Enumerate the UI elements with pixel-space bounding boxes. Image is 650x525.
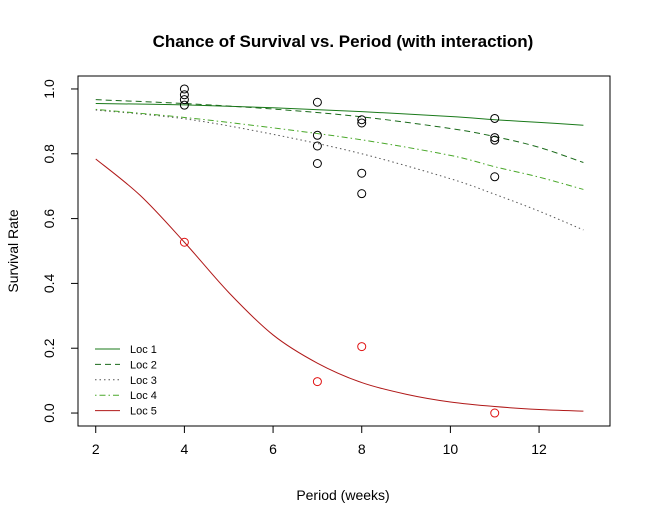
legend-label-1: Loc 1 xyxy=(130,344,157,356)
series-line-5 xyxy=(95,158,584,412)
data-point xyxy=(312,141,322,151)
data-point xyxy=(179,84,189,94)
data-point xyxy=(490,172,500,182)
data-point xyxy=(357,342,367,352)
data-point xyxy=(490,408,500,418)
data-point xyxy=(312,377,322,387)
data-point xyxy=(490,135,500,145)
series-line-2 xyxy=(95,99,584,164)
legend: Loc 1 Loc 2 Loc 3 Loc 4 Loc 5 xyxy=(95,344,157,418)
x-tick-label: 6 xyxy=(269,441,277,457)
data-point xyxy=(357,189,367,199)
series-line-4 xyxy=(95,108,584,190)
data-point xyxy=(357,118,367,128)
series-line-1 xyxy=(95,103,584,126)
x-axis: 2 4 6 8 10 12 xyxy=(92,425,547,457)
data-point xyxy=(179,90,189,100)
series-layer xyxy=(95,99,584,412)
y-tick-label: 0.4 xyxy=(41,273,57,293)
data-point xyxy=(179,95,189,105)
legend-label-3: Loc 3 xyxy=(130,375,157,387)
x-tick-label: 8 xyxy=(358,441,366,457)
y-axis-label: Survival Rate xyxy=(5,209,21,292)
plot-frame xyxy=(77,75,611,427)
chart-title: Chance of Survival vs. Period (with inte… xyxy=(153,32,534,51)
data-point xyxy=(312,97,322,107)
x-axis-label: Period (weeks) xyxy=(296,487,389,503)
data-point xyxy=(357,168,367,178)
series-line-3 xyxy=(95,109,584,231)
points-layer xyxy=(179,84,500,418)
y-tick-label: 0.6 xyxy=(41,209,57,229)
legend-label-5: Loc 5 xyxy=(130,406,157,418)
data-point xyxy=(179,100,189,110)
x-tick-label: 4 xyxy=(181,441,189,457)
x-tick-label: 12 xyxy=(531,441,547,457)
y-tick-label: 1.0 xyxy=(41,79,57,99)
data-point xyxy=(312,159,322,168)
y-axis: 0.0 0.2 0.4 0.6 0.8 1.0 xyxy=(41,79,79,423)
data-point xyxy=(490,133,500,143)
data-point xyxy=(357,115,367,125)
x-tick-label: 2 xyxy=(92,441,100,457)
legend-label-2: Loc 2 xyxy=(130,359,157,371)
data-point xyxy=(312,130,322,140)
x-tick-label: 10 xyxy=(443,441,459,457)
data-point xyxy=(179,237,189,247)
y-tick-label: 0.2 xyxy=(41,338,57,358)
y-tick-label: 0.8 xyxy=(41,144,57,164)
data-point xyxy=(490,113,500,123)
y-tick-label: 0.0 xyxy=(41,403,57,423)
legend-label-4: Loc 4 xyxy=(130,390,157,402)
